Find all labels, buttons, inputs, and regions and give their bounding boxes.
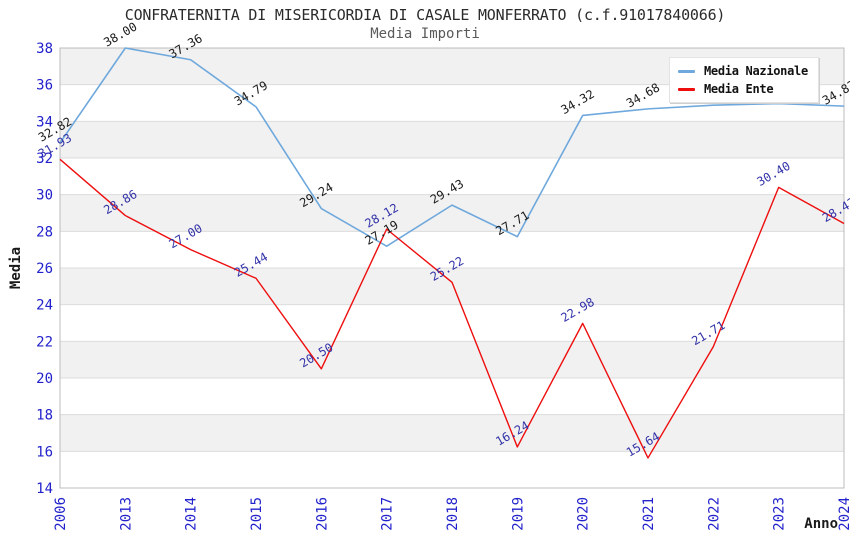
x-axis-title: Anno [804, 516, 838, 532]
plot-band [60, 304, 844, 342]
media-nazionale-line [59, 47, 845, 247]
x-tick-label: 2015 [249, 497, 265, 531]
x-tick-label: 2020 [576, 497, 592, 531]
y-tick-label: 28 [36, 224, 53, 240]
chart-title: CONFRATERNITA DI MISERICORDIA DI CASALE … [124, 6, 726, 24]
y-tick-label: 26 [36, 261, 53, 277]
x-tick-label: 2023 [772, 497, 788, 531]
plot-band [60, 268, 844, 305]
legend-label-media-ente: Media Ente [704, 82, 774, 96]
plot-band [60, 341, 844, 378]
x-tick-label: 2022 [706, 497, 722, 531]
x-tick-label: 2018 [445, 497, 461, 531]
y-tick-label: 32 [36, 151, 53, 167]
x-tick-label: 2019 [510, 497, 526, 531]
plot-border [59, 47, 845, 489]
legend: Media Nazionale Media Ente [669, 57, 819, 103]
media-nazionale-line-icon [678, 69, 695, 73]
plot-band [60, 414, 844, 452]
y-axis-title: Media [8, 247, 24, 289]
x-tick-label: 2006 [53, 497, 69, 531]
media-ente-line [59, 158, 845, 459]
x-tick-label: 2021 [641, 497, 657, 531]
chart-subtitle: Media Importi [370, 26, 480, 42]
y-tick-label: 18 [36, 408, 53, 424]
y-tick-label: 30 [36, 188, 53, 204]
media-nazionale-point-label: 38.00 [101, 19, 139, 49]
y-tick-label: 16 [36, 444, 53, 460]
plot-band [60, 378, 844, 415]
y-tick-label: 38 [36, 41, 53, 57]
x-tick-label: 2016 [314, 497, 330, 531]
y-tick-label: 24 [36, 298, 53, 314]
legend-label-media-nazionale: Media Nazionale [704, 64, 808, 78]
y-tick-label: 22 [36, 334, 53, 350]
plot-band [60, 158, 844, 195]
y-tick-label: 34 [36, 114, 53, 130]
legend-item-media-ente: Media Ente [678, 82, 808, 96]
y-tick-label: 14 [36, 481, 53, 497]
legend-item-media-nazionale: Media Nazionale [678, 64, 808, 78]
y-tick-label: 20 [36, 371, 53, 387]
media-ente-line-icon [678, 87, 695, 91]
y-tick-label: 36 [36, 78, 53, 94]
x-tick-label: 2013 [118, 497, 134, 531]
x-tick-label: 2024 [837, 497, 850, 531]
plot-band [60, 451, 844, 488]
plot-band [60, 121, 844, 158]
plot-band [60, 194, 844, 232]
x-tick-label: 2014 [184, 497, 200, 531]
x-tick-label: 2017 [380, 497, 396, 531]
